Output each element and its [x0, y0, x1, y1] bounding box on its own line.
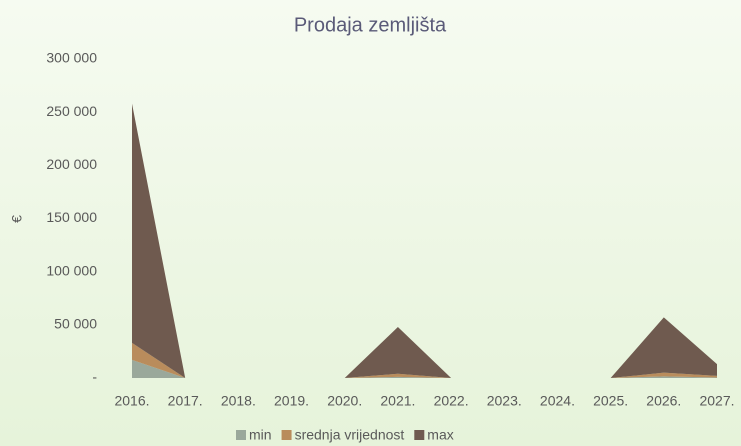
y-tick-label: 50 000: [54, 316, 97, 332]
chart-title: Prodaja zemljišta: [294, 14, 447, 36]
x-tick-label: 2024.: [540, 393, 575, 409]
y-tick-label: -: [92, 369, 97, 385]
x-tick-label: 2027.: [699, 393, 734, 409]
legend-swatch: [236, 430, 246, 440]
legend-swatch: [281, 430, 292, 440]
y-tick-label: 150 000: [46, 209, 97, 225]
x-tick-label: 2022.: [434, 393, 469, 409]
x-tick-label: 2018.: [221, 393, 256, 409]
y-tick-label: 100 000: [46, 262, 97, 278]
y-axis-label: €: [9, 215, 25, 223]
x-tick-label: 2026.: [646, 393, 681, 409]
x-tick-label: 2023.: [487, 393, 522, 409]
x-tick-label: 2017.: [168, 393, 203, 409]
area: [132, 103, 717, 378]
y-tick-label: 250 000: [46, 103, 97, 119]
legend-label: max: [427, 427, 453, 443]
area: [132, 342, 717, 378]
legend-label: srednja vrijednost: [295, 427, 405, 443]
x-tick-label: 2020.: [327, 393, 362, 409]
legend-swatch: [414, 430, 425, 440]
x-tick-label: 2019.: [274, 393, 309, 409]
x-tick-label: 2025.: [593, 393, 628, 409]
y-tick-label: 300 000: [46, 50, 97, 66]
legend-label: min: [249, 427, 272, 443]
x-tick-label: 2016.: [114, 393, 149, 409]
y-tick-label: 200 000: [46, 156, 97, 172]
x-tick-label: 2021.: [380, 393, 415, 409]
